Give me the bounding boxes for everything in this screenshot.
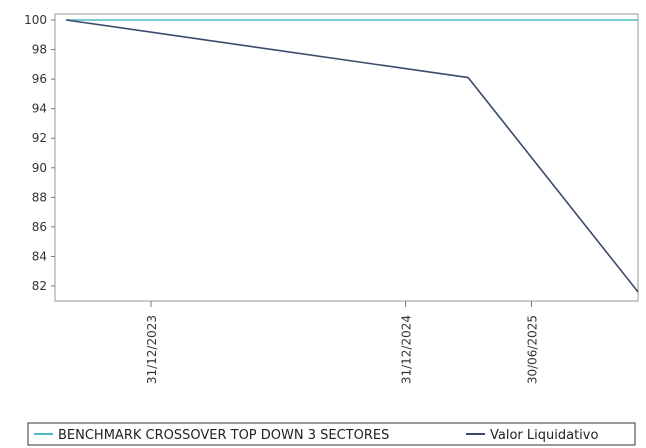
series-line-valor-liquidativo [65,19,639,293]
y-tick-label: 88 [32,190,47,204]
legend: BENCHMARK CROSSOVER TOP DOWN 3 SECTORES … [27,422,636,446]
x-tick-label: 30/06/2025 [526,315,540,384]
y-tick-label: 92 [32,131,47,145]
legend-label-benchmark: BENCHMARK CROSSOVER TOP DOWN 3 SECTORES [58,428,389,443]
y-tick-label: 86 [32,220,47,234]
x-tick-label: 31/12/2023 [145,315,159,384]
x-tick-label: 31/12/2024 [400,315,414,384]
series-lines [65,19,639,293]
y-tick-label: 90 [32,161,47,175]
legend-label-valor-liquidativo: Valor Liquidativo [490,428,598,443]
y-tick-label: 84 [32,249,47,263]
y-axis: 100 98 96 94 92 90 88 86 84 82 [24,13,55,293]
y-tick-label: 98 [32,43,47,57]
plot-area [54,13,639,302]
y-tick-label: 100 [24,13,47,27]
x-axis: 31/12/2023 31/12/2024 30/06/2025 [145,301,540,384]
y-tick-label: 82 [32,279,47,293]
y-tick-label: 96 [32,72,47,86]
legend-box [27,422,636,446]
y-tick-label: 94 [32,102,47,116]
